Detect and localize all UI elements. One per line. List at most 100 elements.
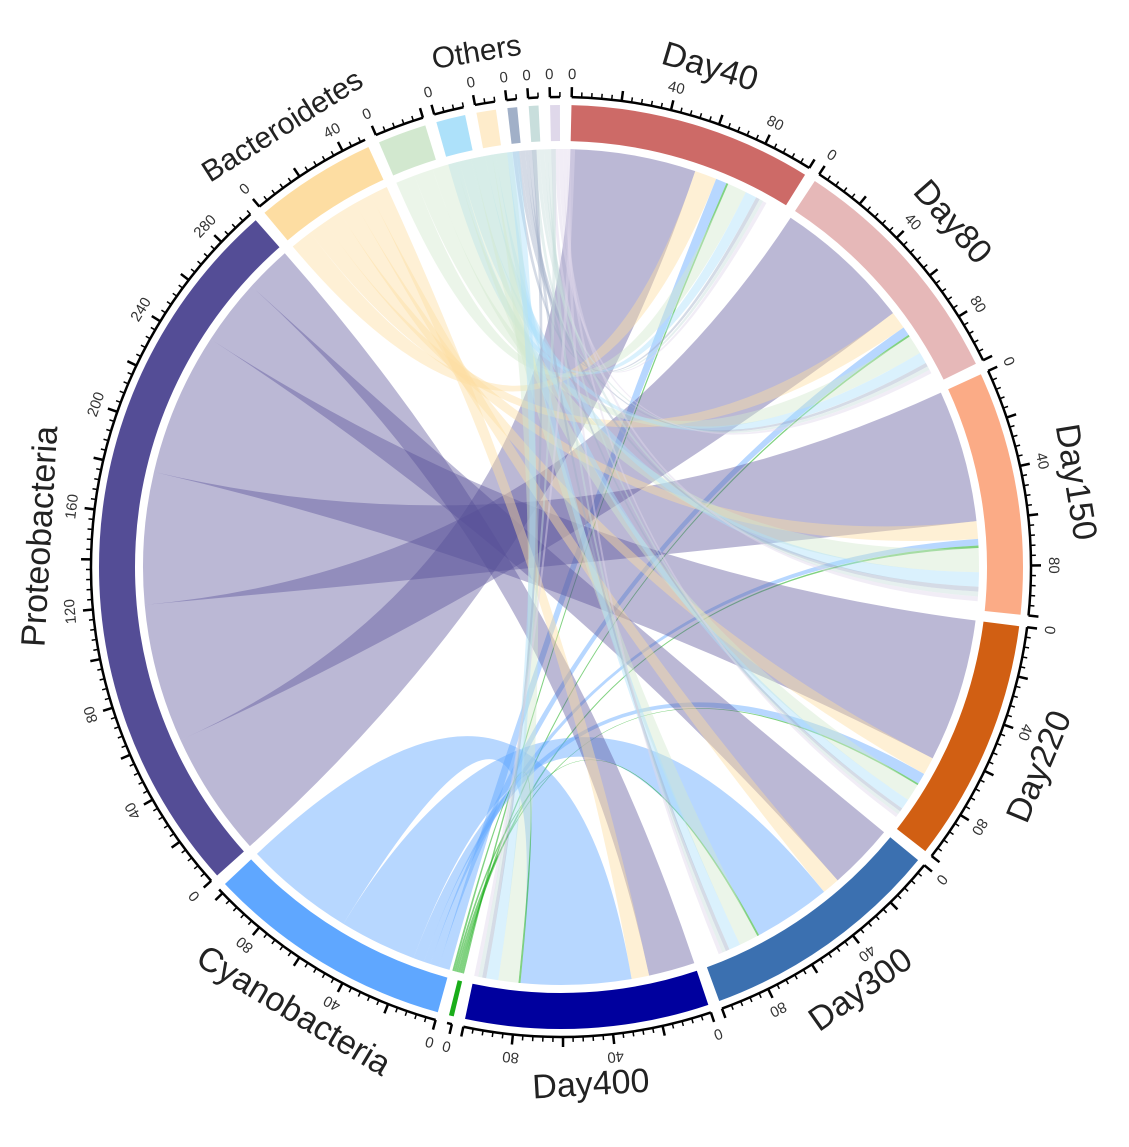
axis-tick xyxy=(247,920,253,926)
axis-tick-label: 40 xyxy=(122,799,145,822)
axis-tick xyxy=(126,360,137,367)
axis-tick xyxy=(1006,714,1013,718)
axis-tick xyxy=(401,119,405,125)
axis-tick xyxy=(965,805,971,810)
axis-tick xyxy=(1017,454,1023,457)
axis-tick xyxy=(90,657,101,663)
axis-tick xyxy=(661,1025,666,1036)
axis-tick xyxy=(330,150,335,156)
axis-tick xyxy=(828,952,833,958)
axis-tick xyxy=(136,353,142,358)
sector-label-day220: Day220 xyxy=(999,705,1079,828)
sector-axis-line xyxy=(506,97,517,102)
ribbon-day220-proteobacteria xyxy=(153,339,976,759)
sector-label-day150: Day150 xyxy=(1048,421,1105,543)
axis-tick xyxy=(471,1028,474,1034)
axis-tick xyxy=(991,377,998,381)
axis-tick xyxy=(90,497,96,501)
axis-tick xyxy=(383,1003,390,1014)
axis-tick xyxy=(1028,614,1039,618)
axis-tick xyxy=(240,913,245,919)
axis-tick xyxy=(190,268,196,273)
axis-tick xyxy=(1003,405,1009,409)
axis-tick xyxy=(851,193,856,199)
axis-tick-label: 80 xyxy=(764,112,786,135)
ribbon-day300-minor-10 xyxy=(472,154,758,945)
axis-tick xyxy=(737,126,741,132)
axis-tick xyxy=(903,887,909,892)
axis-tick xyxy=(279,945,284,951)
axis-tick xyxy=(902,241,908,246)
axis-tick xyxy=(800,158,804,164)
axis-tick xyxy=(100,448,106,451)
axis-tick xyxy=(129,763,135,767)
axis-tick-label: 80 xyxy=(767,998,789,1021)
axis-tick xyxy=(127,371,133,376)
axis-tick xyxy=(376,999,380,1006)
sector-axis-line xyxy=(930,627,1029,857)
axis-tick xyxy=(860,928,865,934)
axis-tick xyxy=(836,947,841,953)
axis-tick xyxy=(963,321,969,326)
axis-tick xyxy=(970,796,976,801)
axis-tick xyxy=(910,879,916,885)
axis-tick xyxy=(1012,695,1018,699)
ribbon-day80-proteobacteria xyxy=(144,217,894,741)
axis-tick xyxy=(764,134,771,145)
axis-tick xyxy=(504,90,508,101)
axis-tick xyxy=(1028,513,1039,517)
axis-tick xyxy=(117,735,123,739)
axis-tick-label: 40 xyxy=(606,1047,624,1066)
axis-tick xyxy=(1003,723,1014,730)
axis-tick xyxy=(776,984,781,990)
axis-tick xyxy=(640,98,644,105)
axis-tick-label: 0 xyxy=(711,1024,724,1043)
axis-tick-label: 0 xyxy=(465,74,476,92)
axis-tick xyxy=(123,381,129,385)
axis-tick xyxy=(727,122,731,129)
ribbon-day400-proteobacteria xyxy=(251,253,695,976)
axis-tick xyxy=(642,1029,645,1035)
axis-tick-label: 0 xyxy=(360,105,374,124)
axis-tick xyxy=(928,268,939,277)
axis-tick xyxy=(170,840,181,849)
axis-tick xyxy=(150,326,156,331)
axis-tick xyxy=(988,761,994,765)
axis-tick xyxy=(1015,685,1021,689)
axis-tick xyxy=(874,212,879,218)
ribbon-day80-minor-10 xyxy=(414,169,920,429)
axis-tick xyxy=(1000,733,1006,737)
axis-tick xyxy=(200,872,206,878)
axis-tick xyxy=(888,226,894,232)
ribbon-day150-minor-10 xyxy=(432,162,980,573)
axis-tick xyxy=(84,506,95,511)
axis-tick xyxy=(782,148,787,154)
axis-tick xyxy=(510,1034,515,1045)
axis-tick xyxy=(313,967,317,973)
axis-tick xyxy=(987,365,998,373)
axis-tick xyxy=(610,94,613,100)
axis-tick xyxy=(418,107,425,119)
axis-tick xyxy=(448,1023,454,1035)
sector-axis-ticks: 0408004080040800408004080040800040800408… xyxy=(61,66,1062,1066)
axis-tick xyxy=(161,309,167,314)
axis-tick xyxy=(943,839,949,844)
axis-tick xyxy=(1015,444,1021,448)
sector-axis-line xyxy=(446,1021,453,1026)
axis-tick xyxy=(922,263,928,269)
axis-tick-label: 0 xyxy=(441,1037,453,1055)
sector-arc-minor-14 xyxy=(528,105,541,143)
axis-tick xyxy=(197,260,202,265)
axis-tick xyxy=(660,102,664,108)
axis-tick xyxy=(947,296,953,301)
axis-tick xyxy=(239,216,244,222)
axis-tick xyxy=(720,1008,727,1019)
axis-tick xyxy=(348,987,353,993)
ribbon-day40-proteobacteria xyxy=(180,149,696,847)
axis-tick xyxy=(802,969,807,975)
axis-tick xyxy=(336,982,344,993)
axis-tick xyxy=(620,90,625,102)
axis-tick xyxy=(82,608,94,612)
axis-tick xyxy=(808,158,816,169)
